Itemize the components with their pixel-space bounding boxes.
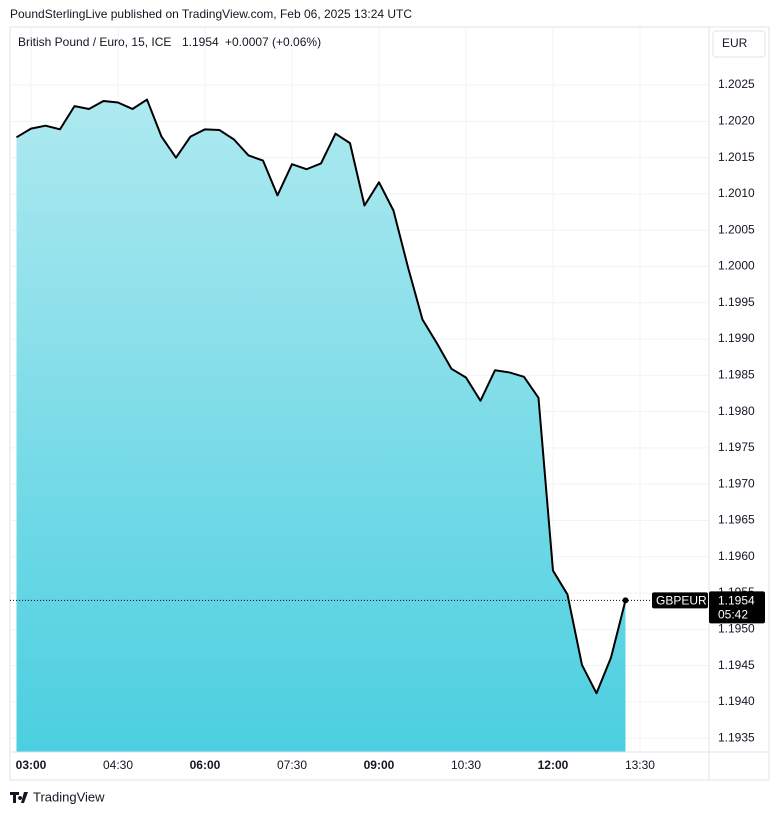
- x-tick-label: 03:00: [16, 758, 47, 772]
- legend-title: British Pound / Euro, 15, ICE: [18, 35, 171, 49]
- y-tick-label: 1.2010: [718, 186, 755, 200]
- currency[interactable]: EUR: [722, 36, 748, 50]
- y-tick-label: 1.1980: [718, 404, 755, 418]
- legend-price: 1.1954: [182, 35, 219, 49]
- line: [15, 98, 627, 695]
- currency-box[interactable]: [712, 30, 766, 58]
- x-tick-label: 10:30: [451, 758, 481, 772]
- y-tick-label: 1.1965: [718, 513, 755, 527]
- y-tick-label: 1.2020: [718, 114, 755, 128]
- y-tick-label: 1.1970: [718, 476, 755, 490]
- y-tick-label: 1.1960: [718, 549, 755, 563]
- y-tick-label: 1.2015: [718, 150, 755, 164]
- x-tick-label: 04:30: [103, 758, 133, 772]
- brand: TradingView: [33, 789, 105, 804]
- y-tick-label: 1.1950: [718, 622, 755, 636]
- y-tick-label: 1.1985: [718, 368, 755, 382]
- y-tick-label: 1.1940: [718, 694, 755, 708]
- x-tick-label: 09:00: [364, 758, 395, 772]
- y-tick-label: 1.1975: [718, 440, 755, 454]
- chart-frame: [9, 26, 770, 781]
- countdown-label: 05:42: [718, 607, 748, 621]
- x-tick-label: 13:30: [625, 758, 655, 772]
- price-tag-label: 1.1954: [718, 593, 755, 607]
- y-tick-label: 1.2000: [718, 259, 755, 273]
- y-tick-label: 1.2005: [718, 222, 755, 236]
- y-tick-label: 1.1995: [718, 295, 755, 309]
- symbol-label: GBPEUR: [656, 593, 707, 607]
- price-tag: [709, 591, 765, 624]
- y-tick-label: 1.2025: [718, 77, 755, 91]
- x-tick-label: 12:00: [538, 758, 569, 772]
- plot: [10, 27, 709, 752]
- y-tick-label: 1.1945: [718, 658, 755, 672]
- y-tick-label: 1.1990: [718, 331, 755, 345]
- area: [16, 99, 626, 752]
- x-tick-label: 07:30: [277, 758, 307, 772]
- x-tick-label: 06:00: [190, 758, 221, 772]
- symbol-tag: [652, 592, 708, 609]
- y-tick-label: 1.1935: [718, 730, 755, 744]
- brand-logo: [10, 792, 28, 803]
- legend-change: +0.0007 (+0.06%): [225, 35, 321, 49]
- published-note: PoundSterlingLive published on TradingVi…: [10, 7, 412, 21]
